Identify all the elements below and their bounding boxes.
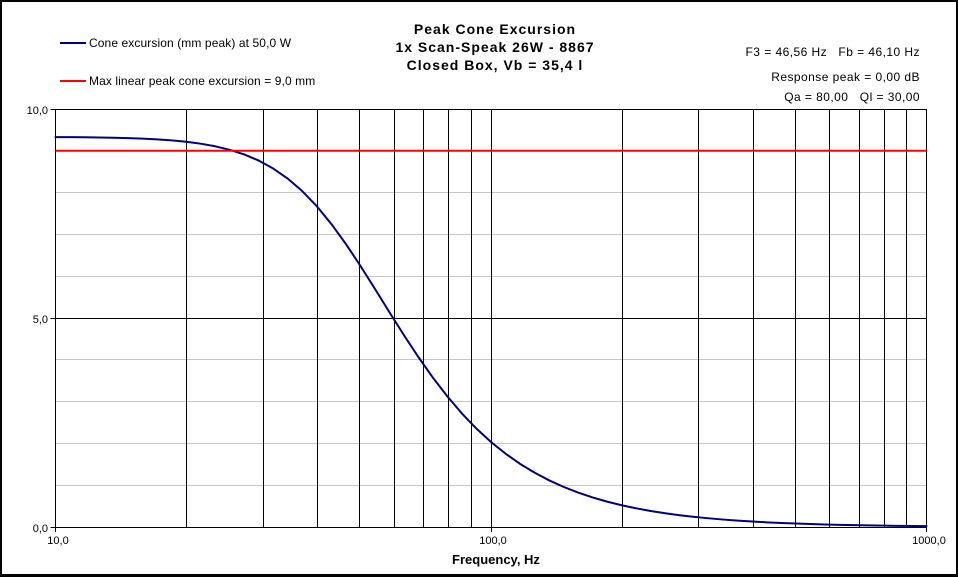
chart-title-block: Peak Cone Excursion 1x Scan-Speak 26W - …: [345, 20, 645, 74]
x-tick-1000: 1000,0: [912, 535, 946, 547]
chart-title: Peak Cone Excursion: [413, 21, 577, 37]
legend-item-max-excursion: Max linear peak cone excursion = 9,0 mm: [60, 73, 315, 88]
x-tick-100: 100,0: [479, 535, 507, 547]
chart-subtitle-driver: 1x Scan-Speak 26W - 8867: [395, 39, 595, 55]
y-tick-10: 10,0: [26, 105, 48, 117]
stat-qa-ql: Qa = 80,00 Ql = 30,00: [784, 90, 920, 104]
stat-f3-fb: F3 = 46,56 Hz Fb = 46,10 Hz: [745, 45, 920, 59]
legend-item-cone-excursion: Cone excursion (mm peak) at 50,0 W: [60, 35, 291, 50]
cone-excursion-legend-label: Cone excursion (mm peak) at 50,0 W: [89, 35, 292, 50]
max-excursion-line-swatch: [60, 79, 86, 82]
x-axis-title: Frequency, Hz: [452, 552, 540, 567]
cone-excursion-line-swatch: [60, 41, 86, 44]
chart-subtitle-box: Closed Box, Vb = 35,4 l: [406, 57, 584, 73]
y-tick-5: 5,0: [32, 314, 48, 326]
x-tick-10: 10,0: [47, 535, 69, 547]
y-tick-0: 0,0: [32, 523, 48, 535]
max-excursion-legend-label: Max linear peak cone excursion = 9,0 mm: [89, 73, 316, 88]
stat-response-peak: Response peak = 0,00 dB: [771, 70, 920, 84]
